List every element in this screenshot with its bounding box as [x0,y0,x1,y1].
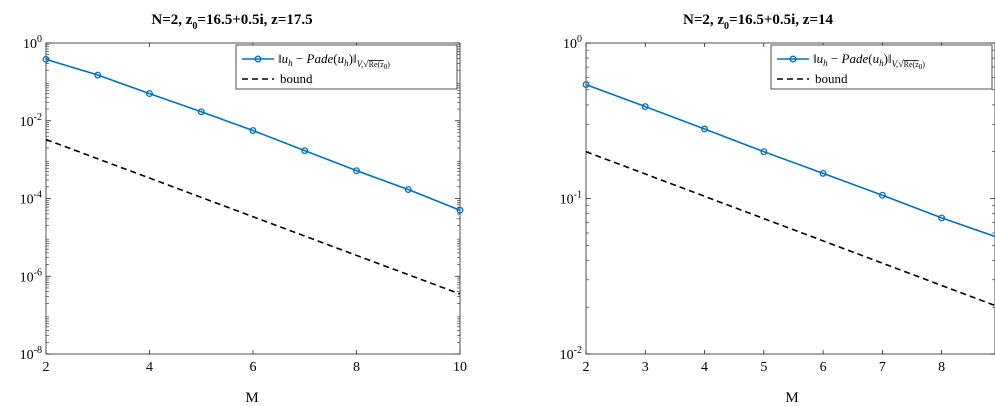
right-bound-line [585,150,995,307]
right-chart: N=2, z0=16.5+0.5i, z=14 2 3 4 5 6 7 8 100 10-1 10… [560,12,995,406]
right-data-point [582,81,590,89]
right-error-line [585,83,995,238]
right-legend: ‖uh − Pade(uh)‖V,√Re(z0)bound [770,44,993,90]
right-x-tick-label: 4 [701,360,708,375]
left-data-point [42,55,50,63]
left-legend: ‖uh − Pade(uh)‖V,√Re(z0)bound [235,44,458,90]
left-x-axis-label: M [245,390,258,406]
right-x-tick-label: 2 [583,360,590,375]
left-plot-area: 2 4 6 8 10 100 10-2 10-4 10-6 10-8 ‖uh − Pade(uh)‖… [20,34,467,375]
left-y-tick-label: 10-4 [20,190,42,208]
right-axes-box [585,42,995,355]
left-data-point [301,147,309,155]
right-y-tick-label: 10-2 [560,345,582,363]
left-x-tick-label: 4 [146,360,153,375]
right-legend-error-marker [789,55,797,63]
left-data-point [404,186,412,193]
left-data-point [456,206,464,214]
left-x-tick-label: 2 [43,360,50,375]
right-data-point [938,214,946,222]
left-axes-box [45,42,461,355]
right-x-tick-label: 3 [642,360,649,375]
left-data-point [146,90,153,98]
left-legend-bound-label: bound [280,71,313,86]
right-x-tick-label: 7 [879,360,886,375]
left-bound-line [45,138,461,295]
left-data-point [249,127,257,134]
right-legend-error-label: ‖uh − Pade(uh)‖V,√Re(z0) [813,51,925,71]
left-chart-title: N=2, z0=16.5+0.5i, z=17.5 [151,12,312,32]
left-legend-box [235,44,458,90]
right-data-point [760,148,768,156]
right-x-axis-label: M [785,390,798,406]
left-chart: N=2, z0=16.5+0.5i, z=17.5 2 4 6 8 10 100 10-2 1… [20,12,467,406]
left-data-point [353,167,360,175]
right-y-tick-label: 10-1 [560,190,582,208]
right-x-tick-label: 5 [760,360,767,375]
right-legend-box [770,44,993,90]
right-legend-bound-label: bound [815,71,848,86]
right-data-point [641,103,649,111]
right-plot-area: 2 3 4 5 6 7 8 100 10-1 10-2 ‖uh − Pade(uh)‖V,√Re(z… [560,34,995,375]
right-x-tick-label: 6 [820,360,827,375]
right-x-tick-label: 8 [938,360,945,375]
right-data-point [819,169,827,177]
left-error-line [45,58,461,211]
left-y-tick-label: 10-6 [20,267,42,285]
left-y-tick-label: 100 [23,34,42,52]
left-x-tick-label: 6 [250,360,257,375]
right-y-tick-label: 100 [563,34,582,52]
left-y-tick-label: 10-2 [20,112,42,130]
left-data-point [197,108,205,116]
left-legend-error-label: ‖uh − Pade(uh)‖V,√Re(z0) [278,51,390,71]
right-data-point [878,191,886,199]
left-data-point [94,71,102,79]
left-y-tick-label: 10-8 [20,345,42,363]
left-legend-error-marker [254,55,262,63]
right-data-point [701,125,709,133]
right-chart-title: N=2, z0=16.5+0.5i, z=14 [683,12,834,32]
left-x-tick-label: 10 [453,360,467,375]
left-x-tick-label: 8 [353,360,360,375]
